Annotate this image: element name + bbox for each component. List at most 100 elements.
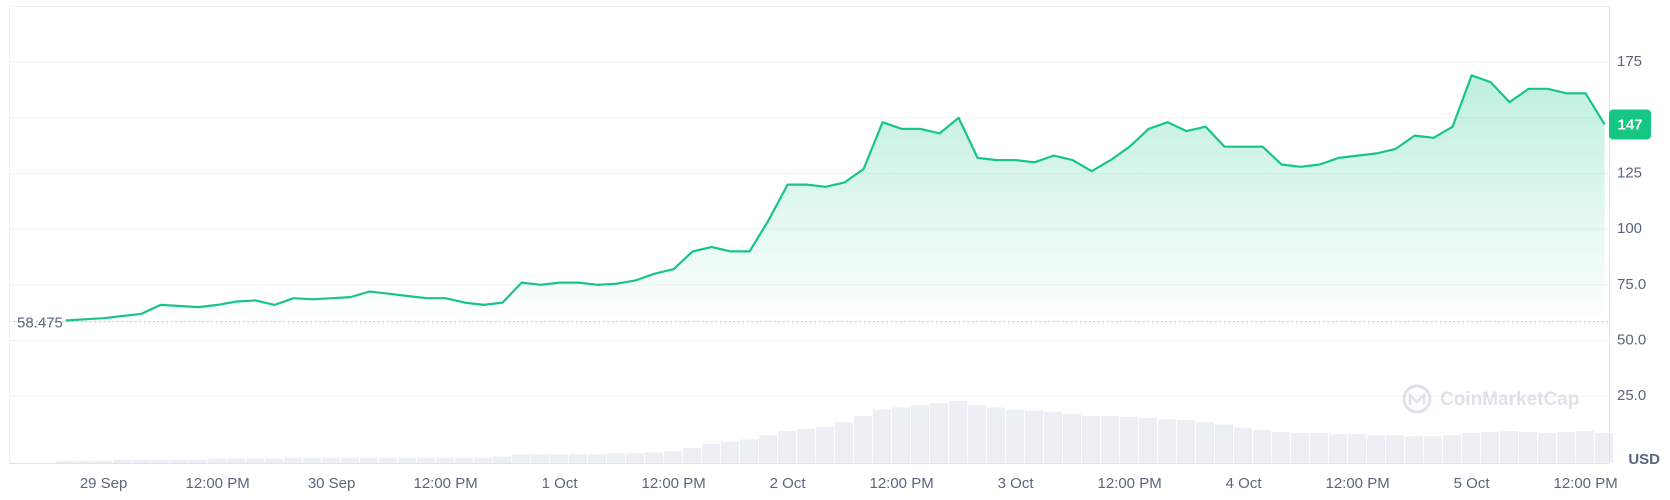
open-price-label: 58.475	[17, 315, 63, 332]
volume-bar	[493, 456, 512, 463]
volume-bar	[1386, 435, 1405, 463]
volume-bar	[303, 457, 322, 463]
volume-bar	[892, 407, 911, 463]
volume-bar	[170, 459, 189, 463]
volume-bar	[816, 426, 835, 463]
volume-bar	[474, 457, 493, 463]
volume-bar	[1234, 427, 1253, 463]
volume-bar	[189, 459, 208, 463]
y-tick-label: 125	[1617, 164, 1642, 181]
volume-bar	[1215, 424, 1234, 463]
watermark-logo	[1402, 384, 1432, 414]
price-area	[65, 75, 1605, 322]
volume-bar	[1044, 411, 1063, 463]
watermark: CoinMarketCap	[1402, 384, 1579, 414]
volume-bar	[1139, 418, 1158, 463]
volume-bar	[949, 401, 968, 463]
last-price-label: 147	[1617, 116, 1642, 133]
volume-bar	[208, 458, 227, 463]
unit-label: USD	[1628, 451, 1660, 468]
volume-bar	[626, 453, 645, 463]
volume-bar	[246, 458, 265, 463]
volume-bar	[930, 403, 949, 463]
volume-bar	[1462, 433, 1481, 463]
volume-bar	[284, 457, 303, 463]
volume-bar	[721, 441, 740, 463]
volume-bar	[664, 451, 683, 463]
volume-bar	[1500, 430, 1519, 463]
watermark-text: CoinMarketCap	[1440, 389, 1579, 410]
volume-bar	[968, 405, 987, 463]
volume-bar	[1006, 409, 1025, 463]
volume-bar	[797, 428, 816, 463]
volume-bar	[759, 435, 778, 463]
volume-bar	[379, 457, 398, 463]
volume-bar	[1177, 420, 1196, 463]
volume-bar	[341, 457, 360, 463]
x-tick-label: 12:00 PM	[1325, 475, 1389, 492]
x-tick-label: 2 Oct	[770, 475, 807, 492]
volume-bar	[1082, 415, 1101, 463]
volume-bar	[227, 458, 246, 463]
volume-bar	[1253, 429, 1272, 463]
volume-bar	[1291, 433, 1310, 463]
volume-bar	[1481, 432, 1500, 463]
plot: 58.475	[9, 74, 1609, 332]
x-tick-label: 3 Oct	[998, 475, 1035, 492]
volume-bar	[512, 454, 531, 463]
x-tick-label: 12:00 PM	[413, 475, 477, 492]
x-tick-label: 4 Oct	[1226, 475, 1263, 492]
y-tick-label: 25.0	[1617, 387, 1646, 404]
volume-bar	[132, 459, 151, 463]
volume-bar	[1557, 432, 1576, 463]
volume-bar	[1063, 413, 1082, 463]
volume-bar	[322, 457, 341, 463]
volume-bar	[1158, 419, 1177, 463]
volume-bar	[1025, 410, 1044, 463]
volume-bar	[873, 409, 892, 463]
volume-bar	[550, 454, 569, 463]
volume-bar	[588, 454, 607, 463]
volume-bar	[569, 454, 588, 463]
volume-bar	[1348, 434, 1367, 463]
x-tick-label: 30 Sep	[308, 475, 356, 492]
price-line	[65, 74, 1606, 322]
volume-bar	[56, 460, 75, 463]
y-tick-label: 75.0	[1617, 276, 1646, 293]
volume-bar	[75, 460, 94, 463]
volume-bar	[1424, 436, 1443, 463]
volume-bar	[683, 448, 702, 463]
watermark-logo	[1408, 391, 1426, 405]
volume-bar	[113, 459, 132, 463]
volume-bar	[1272, 432, 1291, 463]
volume-bar	[265, 458, 284, 463]
volume-bar	[1595, 433, 1614, 463]
volume-bar	[94, 460, 113, 463]
volume-bar	[1519, 432, 1538, 463]
volume-bar	[911, 405, 930, 463]
x-tick-label: 1 Oct	[542, 475, 579, 492]
volume-bar	[1443, 435, 1462, 463]
volume-bar	[1101, 415, 1120, 463]
volume-bar	[854, 415, 873, 463]
y-tick-label: 175	[1617, 53, 1642, 70]
volume-bar	[1576, 430, 1595, 463]
x-tick-label: 5 Oct	[1454, 475, 1491, 492]
volume-bar	[1329, 434, 1348, 463]
volume-bar	[778, 430, 797, 463]
volume-bar	[531, 454, 550, 463]
y-tick-label: 100	[1617, 220, 1642, 237]
volume-bar	[740, 439, 759, 463]
volume-bar	[702, 443, 721, 463]
volume-bar	[987, 407, 1006, 463]
y-tick-label: 50.0	[1617, 331, 1646, 348]
volume-bar	[1310, 433, 1329, 463]
volume-bar	[436, 457, 455, 463]
x-tick-label: 12:00 PM	[869, 475, 933, 492]
volume-bar	[417, 457, 436, 463]
x-tick-label: 12:00 PM	[1097, 475, 1161, 492]
volume-bar	[1405, 436, 1424, 463]
volume-bar	[1538, 433, 1557, 463]
volume-bar	[645, 452, 664, 463]
